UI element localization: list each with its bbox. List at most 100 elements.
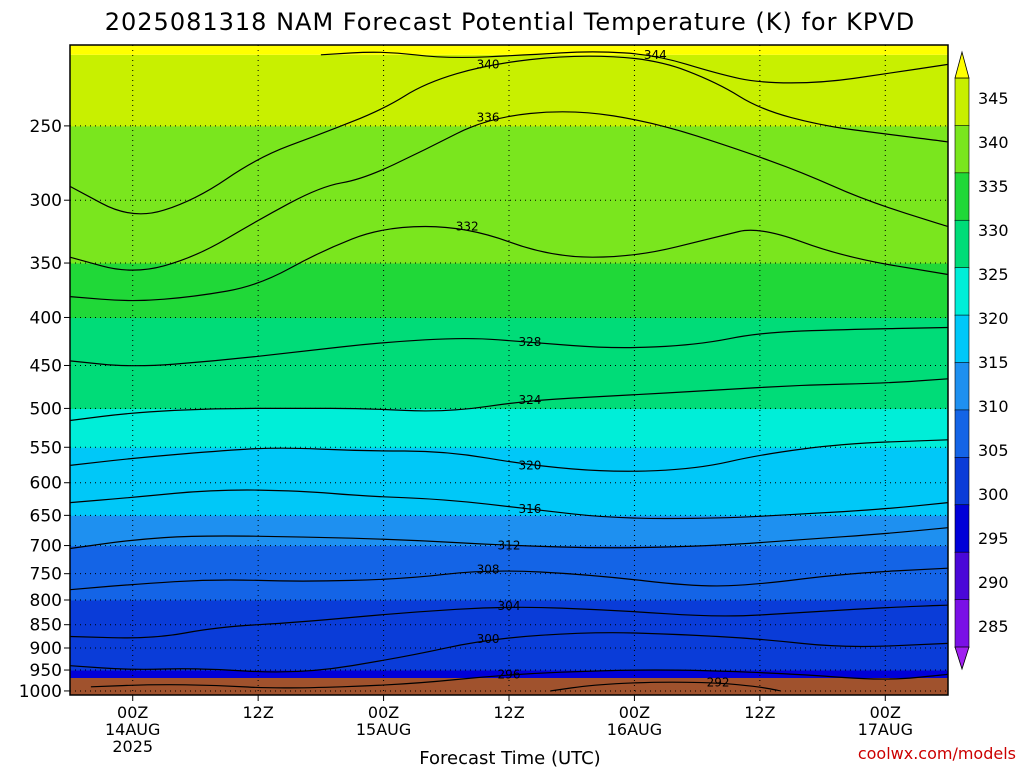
contour-label: 340 (477, 57, 500, 71)
grid-lines (70, 45, 948, 695)
y-tick-label: 650 (30, 506, 62, 526)
colorbar-max-arrow (954, 50, 970, 79)
colorbar-label: 300 (978, 485, 1009, 504)
theta-band (70, 408, 948, 448)
ground-strip (70, 678, 948, 695)
y-tick-label: 800 (30, 591, 62, 611)
x-tick-label: 15AUG (356, 720, 411, 739)
colorbar-label: 325 (978, 265, 1009, 284)
credit-text: coolwx.com/models (858, 744, 1016, 763)
y-tick-label: 950 (30, 661, 62, 681)
x-tick-label: 2025 (112, 737, 153, 756)
y-tick-label: 300 (30, 191, 62, 211)
colorbar-label: 340 (978, 133, 1009, 152)
x-tick-label: 00Z (619, 703, 650, 722)
theta-band (70, 573, 948, 601)
y-tick-label: 250 (30, 117, 62, 137)
contour-label: 344 (644, 48, 667, 62)
isentrope-304 (69, 604, 949, 639)
y-tick-label: 350 (30, 254, 62, 274)
colorbar-segment (954, 219, 970, 269)
x-tick-label: 17AUG (858, 720, 913, 739)
contour-label: 324 (518, 393, 541, 407)
y-tick-label: 600 (30, 474, 62, 494)
x-tick-label: 00Z (870, 703, 901, 722)
colorbar-segment (954, 457, 970, 506)
colorbar-label: 330 (978, 221, 1009, 240)
theta-band (70, 647, 948, 671)
x-tick-label: 12Z (242, 703, 273, 722)
isentrope-312 (69, 527, 949, 550)
theta-band (70, 200, 948, 264)
isentrope-lines: 292 296 300 304 308 312 316 320 324 328 332 336 340 3… (69, 48, 949, 692)
colorbar-label: 285 (978, 617, 1009, 636)
color-bands (70, 45, 948, 692)
colorbar-label: 305 (978, 441, 1009, 460)
contour-label: 292 (707, 676, 730, 690)
colorbar-segment (954, 172, 970, 222)
contour-label: 304 (498, 599, 521, 613)
contour-label: 308 (477, 562, 500, 576)
isentrope-308 (69, 567, 949, 591)
contour-label: 320 (518, 458, 541, 472)
colorbar-label: 315 (978, 353, 1009, 372)
theta-band (70, 45, 948, 55)
isentrope-340 (69, 55, 949, 215)
x-axis-label: Forecast Time (UTC) (419, 748, 600, 768)
isentrope-300 (69, 632, 949, 673)
colorbar-label: 295 (978, 529, 1009, 548)
colorbar-label: 290 (978, 573, 1009, 592)
x-tick-label: 16AUG (607, 720, 662, 739)
colorbar-segment (954, 362, 970, 411)
contour-label: 296 (498, 667, 521, 681)
colorbar-label: 335 (978, 177, 1009, 196)
x-tick-label: 00Z (117, 703, 148, 722)
isentrope-296 (90, 669, 949, 689)
colorbar-segment (954, 314, 970, 364)
contour-label: 332 (456, 220, 479, 234)
y-tick-label: 450 (30, 356, 62, 376)
colorbar-label: 345 (978, 89, 1009, 108)
isentrope-328 (69, 326, 949, 367)
contour-label: 336 (477, 111, 500, 125)
colorbar-segment (954, 77, 970, 127)
x-tick-label: 14AUG (105, 720, 160, 739)
colorbar-segment (954, 267, 970, 316)
contour-label: 328 (518, 335, 541, 349)
colorbar-segment (954, 125, 970, 174)
y-tick-label: 750 (30, 565, 62, 585)
theta-band (70, 624, 948, 649)
x-tick-label: 00Z (368, 703, 399, 722)
colorbar-segment (954, 599, 970, 648)
theta-band (70, 317, 948, 366)
colorbar-label: 320 (978, 309, 1009, 328)
isentrope-292 (550, 681, 782, 692)
contour-label: 312 (498, 539, 521, 553)
y-tick-label: 400 (30, 308, 62, 328)
isentrope-324 (69, 378, 949, 422)
contour-label: 316 (518, 502, 541, 516)
y-tick-label: 500 (30, 399, 62, 419)
colorbar-segment (954, 504, 970, 553)
x-tick-label: 12Z (744, 703, 775, 722)
plot-area: 292 296 300 304 308 312 316 320 324 328 332 336 340 3… (69, 44, 949, 696)
x-tick-label: 12Z (493, 703, 524, 722)
colorbar-label: 310 (978, 397, 1009, 416)
colorbar: 345 340 335 330 325 320 315 310 305 300 295 290 285 (954, 50, 1009, 671)
y-tick-label: 550 (30, 438, 62, 458)
isentrope-344 (320, 51, 949, 84)
y-axis: 250 300 350 400 450 500 550 600 650 700 750 800 850 9… (19, 117, 70, 702)
y-tick-label: 1000 (19, 682, 62, 702)
colorbar-min-arrow (954, 646, 970, 671)
y-tick-label: 850 (30, 616, 62, 636)
theta-band (70, 365, 948, 409)
contour-label: 300 (477, 632, 500, 646)
chart-title: 2025081318 NAM Forecast Potential Temper… (105, 8, 915, 36)
y-tick-label: 700 (30, 537, 62, 557)
colorbar-segment (954, 409, 970, 459)
isentrope-320 (69, 439, 949, 472)
isentrope-332 (69, 225, 949, 302)
isentrope-336 (69, 111, 949, 271)
